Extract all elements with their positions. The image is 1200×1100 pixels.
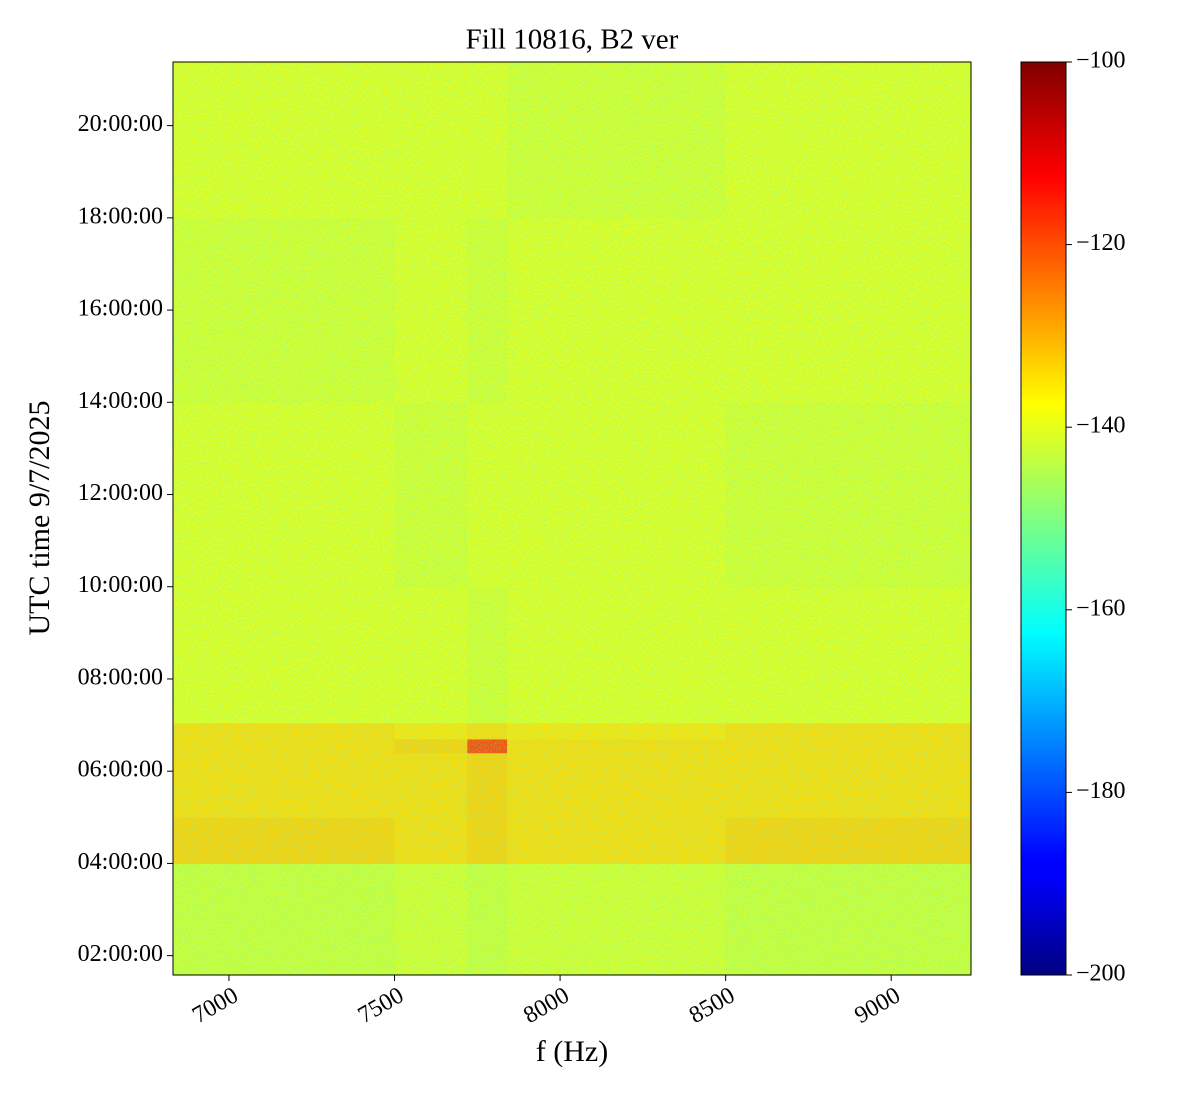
y-tick-label: 02:00:00 <box>78 941 163 967</box>
y-tick-label: 14:00:00 <box>78 388 163 414</box>
y-tick-label: 20:00:00 <box>78 111 163 137</box>
colorbar-tick-label: −200 <box>1076 961 1126 987</box>
x-tick-label: 9000 <box>850 982 905 1029</box>
colorbar-tick-label: −140 <box>1076 413 1126 439</box>
colorbar-tick-label: −160 <box>1076 595 1126 621</box>
y-tick-label: 08:00:00 <box>78 664 163 690</box>
texture <box>173 62 971 975</box>
y-tick-label: 12:00:00 <box>78 480 163 506</box>
x-tick-label: 8500 <box>685 982 740 1029</box>
y-tick-label: 16:00:00 <box>78 296 163 322</box>
y-axis-label: UTC time 9/7/2025 <box>23 401 56 636</box>
y-tick-label: 06:00:00 <box>78 757 163 783</box>
x-tick-label: 8000 <box>519 982 574 1029</box>
colorbar-tick-label: −100 <box>1076 48 1126 74</box>
colorbar-tick-label: −180 <box>1076 778 1126 804</box>
y-tick-label: 04:00:00 <box>78 849 163 875</box>
plot-frame <box>172 61 972 976</box>
x-axis-label: f (Hz) <box>536 1035 608 1068</box>
y-tick-label: 18:00:00 <box>78 203 163 229</box>
x-tick-label: 7000 <box>188 982 243 1029</box>
colorbar-tick-label: −120 <box>1076 230 1126 256</box>
x-tick-label: 7500 <box>354 982 409 1029</box>
y-tick-label: 10:00:00 <box>78 572 163 598</box>
colorbar <box>1020 61 1067 976</box>
chart-title: Fill 10816, B2 ver <box>466 24 679 56</box>
